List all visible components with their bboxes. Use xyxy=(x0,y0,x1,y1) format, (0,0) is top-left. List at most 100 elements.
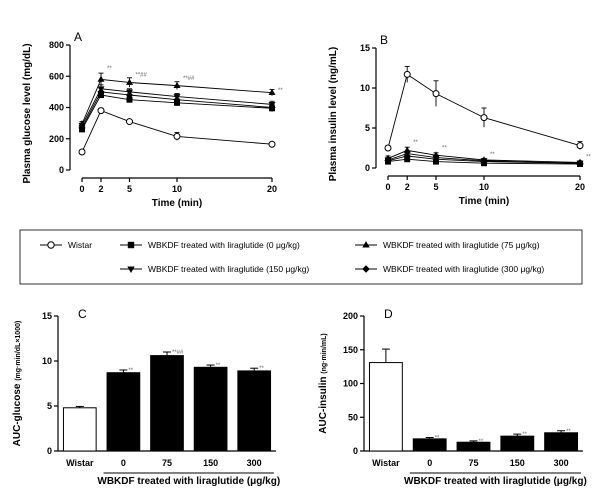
bar-Wistar xyxy=(62,407,97,452)
bar-75 xyxy=(150,355,184,452)
y-tick-label: 800 xyxy=(49,40,64,50)
bar-300 xyxy=(237,370,272,452)
legend-label: WBKDF treated with liraglutide (150 μg/k… xyxy=(148,264,309,274)
y-tick-label: 0 xyxy=(47,446,52,456)
x-tick-label: 300 xyxy=(554,458,569,468)
data-point-lira300 xyxy=(576,159,584,167)
data-point-lira300 xyxy=(78,124,86,132)
significance-label: ** xyxy=(479,439,484,445)
legend-entry-lira300: WBKDF treated with liraglutide (300 μg/k… xyxy=(355,264,544,274)
x-tick-label: 150 xyxy=(203,458,218,468)
y-axis-title-main: AUC-glucose xyxy=(12,381,23,447)
y-tick-label: 600 xyxy=(49,71,64,81)
x-axis-title: Time (min) xyxy=(459,196,509,207)
legend-label: WBKDF treated with liraglutide (0 μg/kg) xyxy=(148,240,300,250)
data-point-lira300 xyxy=(125,91,134,99)
x-tick-label: 10 xyxy=(172,184,182,194)
significance-label: **## xyxy=(172,350,184,356)
y-tick-label: 200 xyxy=(49,134,64,144)
x-tick-label: 20 xyxy=(267,184,277,194)
series-line-wistar xyxy=(81,110,273,153)
data-point-lira300 xyxy=(268,103,276,112)
data-point-wistar xyxy=(403,70,411,78)
panel-c: 0 5 10 15 Wistar ** 0 **## 75 ** 150 ** 300 WBKDF tre… xyxy=(12,307,280,487)
bar-0 xyxy=(106,372,141,452)
legend-entry-wistar: Wistar xyxy=(40,240,92,250)
legend-marker xyxy=(362,241,370,248)
x-tick-label: 0 xyxy=(79,184,84,194)
bar-0 xyxy=(412,438,447,452)
legend-label: WBKDF treated with liraglutide (300 μg/k… xyxy=(383,264,544,274)
data-point-wistar xyxy=(97,107,105,115)
significance-label: ** xyxy=(259,366,264,372)
y-axis-title: Plasma insulin level (ng/mL) xyxy=(328,47,339,181)
x-tick-label: 300 xyxy=(247,458,262,468)
group-label: WBKDF treated with liraglutide (μg/kg) xyxy=(404,476,587,487)
x-tick-label: 75 xyxy=(468,458,478,468)
y-tick-label: 5 xyxy=(365,123,370,133)
bar-75 xyxy=(456,441,491,452)
y-axis-title-main: AUC-insulin xyxy=(318,374,329,434)
data-point-lira300 xyxy=(384,157,392,165)
significance-label: ** xyxy=(216,363,221,369)
y-tick-label: 200 xyxy=(343,311,358,321)
series-wistar xyxy=(384,65,584,152)
data-point-lira300 xyxy=(97,88,105,96)
y-tick-label: 15 xyxy=(42,311,52,321)
x-axis-title: Time (min) xyxy=(152,198,202,209)
group-label: WBKDF treated with liraglutide (μg/kg) xyxy=(97,476,280,487)
y-tick-label: 0 xyxy=(59,165,64,175)
significance-label: ** xyxy=(566,429,571,435)
data-point-lira300 xyxy=(480,158,488,166)
x-tick-label: 10 xyxy=(479,182,489,192)
data-point-wistar xyxy=(480,114,488,122)
x-tick-label: 0 xyxy=(385,182,390,192)
legend-label: Wistar xyxy=(68,240,92,250)
panel-letter: C xyxy=(78,307,87,321)
panel-letter: D xyxy=(384,307,393,321)
panel-letter: B xyxy=(380,33,388,47)
significance-label: ** xyxy=(107,66,112,72)
legend-entry-lira150: WBKDF treated with liraglutide (150 μg/k… xyxy=(120,264,309,274)
legend: Wistar WBKDF treated with liraglutide (0 … xyxy=(19,229,583,285)
x-tick-label: 0 xyxy=(427,458,432,468)
bar-300 xyxy=(544,432,579,452)
data-point-wistar xyxy=(78,148,86,156)
x-tick-label: 0 xyxy=(121,458,126,468)
data-point-lira300 xyxy=(403,152,411,160)
data-point-wistar xyxy=(384,144,392,152)
panel-a: 0 200 400 600 800 0 2 5 10 20 Time (min) Plasma glu… xyxy=(22,30,283,209)
data-point-wistar xyxy=(576,142,584,150)
significance-label: ** xyxy=(522,432,527,438)
panel-letter: A xyxy=(74,30,82,44)
data-point-lira75 xyxy=(268,88,276,96)
y-axis-title: Plasma glucose level (mg/dL) xyxy=(22,43,33,183)
y-axis-title: AUC-glucose (mg·min/dL×1000) xyxy=(12,321,23,447)
y-tick-label: 5 xyxy=(47,401,52,411)
panel-b: 0 5 10 15 0 2 5 10 20 Time (min) Plasma insulin le… xyxy=(328,33,591,207)
legend-marker xyxy=(127,241,135,249)
y-tick-label: 50 xyxy=(348,412,358,422)
legend-box xyxy=(19,229,583,285)
legend-entry-lira75: WBKDF treated with liraglutide (75 μg/kg… xyxy=(355,240,540,250)
y-axis-title-unit: (ng·min/mL) xyxy=(321,333,328,373)
bar-150 xyxy=(500,435,535,452)
significance-label: ** xyxy=(278,88,283,94)
significance-label: ** xyxy=(413,140,418,146)
bar-150 xyxy=(193,366,228,452)
y-tick-label: 150 xyxy=(343,345,358,355)
data-point-wistar xyxy=(432,90,440,98)
bar-Wistar xyxy=(368,362,403,452)
significance-label: **## xyxy=(183,76,195,82)
legend-marker xyxy=(47,241,55,249)
significance-label: ** xyxy=(490,152,495,158)
data-point-wistar xyxy=(173,132,181,140)
legend-label: WBKDF treated with liraglutide (75 μg/kg… xyxy=(383,240,540,250)
y-axis-title-unit: (mg·min/dL×1000) xyxy=(15,321,22,381)
y-tick-label: 10 xyxy=(42,356,52,366)
y-tick-label: 400 xyxy=(49,103,64,113)
significance-label: ** xyxy=(435,436,440,442)
series-lira300 xyxy=(384,152,584,167)
legend-marker xyxy=(362,265,370,273)
